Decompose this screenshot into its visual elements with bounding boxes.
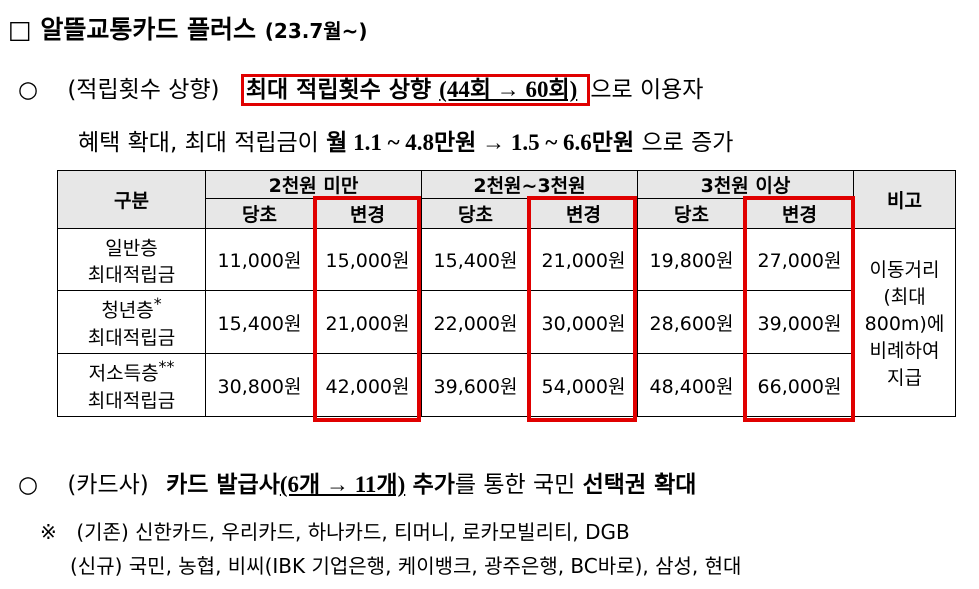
title-main: 알뜰교통카드 플러스: [40, 15, 257, 44]
table-cell: 11,000원: [205, 228, 314, 291]
table-cell: 22,000원: [421, 290, 530, 354]
note-line: 이동거리: [869, 259, 940, 281]
bullet2-lead: (카드사): [67, 472, 149, 498]
note-cell: 이동거리 (최대 800m)에 비례하여 지급: [853, 228, 956, 417]
table-cell: 28,600원: [637, 290, 746, 354]
bullet2-bold1: 카드 발급사: [166, 472, 280, 498]
bullet1-boxed-detail: (44회 → 60회): [439, 77, 578, 102]
row-label-mark: **: [158, 357, 175, 377]
highlight-box-group-3: [743, 196, 855, 422]
bullet2-bold2: 추가: [412, 472, 455, 498]
note-line: (최대: [883, 286, 926, 308]
table-cell: 39,000원: [745, 290, 854, 354]
table-cell: 66,000원: [745, 353, 854, 417]
bullet1-highlight: 최대 적립횟수 상향 (44회 → 60회): [240, 74, 591, 106]
table-cell: 19,800원: [637, 228, 746, 291]
bullet-accumulation: ○ (적립횟수 상향) 최대 적립횟수 상향 (44회 → 60회) 으로 이용…: [18, 70, 704, 106]
table-cell: 21,000원: [529, 228, 638, 291]
header-group-2: 2천원~3천원: [421, 170, 638, 199]
row-label-mark: *: [153, 294, 162, 314]
table-cell: 39,600원: [421, 353, 530, 417]
row-label-line1: 청년층: [101, 299, 154, 322]
highlight-box-group-1: [313, 196, 421, 422]
note-new-text: (신규) 국민, 농협, 비씨(IBK 기업은행, 케이뱅크, 광주은행, BC…: [70, 554, 742, 578]
table-row: 청년층* 최대적립금 15,400원 21,000원 22,000원 30,00…: [57, 290, 956, 354]
note-existing-text: (기존) 신한카드, 우리카드, 하나카드, 티머니, 로카모빌리티, DGB: [76, 520, 630, 544]
row-label-line2: 최대적립금: [87, 389, 176, 412]
note-line: 지급: [887, 367, 922, 389]
header-note: 비고: [853, 170, 956, 229]
bullet1-boxed-text: 최대 적립횟수 상향: [245, 77, 432, 103]
header-after: 변경: [313, 198, 422, 229]
header-before: 당초: [205, 198, 314, 229]
row-label: 일반층 최대적립금: [57, 228, 206, 291]
table-cell: 15,000원: [313, 228, 422, 291]
circle-bullet-icon: ○: [18, 77, 39, 103]
table-cell: 21,000원: [313, 290, 422, 354]
bullet2-bold-detail: (6개 → 11개): [279, 472, 406, 497]
table-cell: 15,400원: [421, 228, 530, 291]
table-cell: 30,000원: [529, 290, 638, 354]
note-new: (신규) 국민, 농협, 비씨(IBK 기업은행, 케이뱅크, 광주은행, BC…: [70, 550, 741, 579]
title-period: (23.7월~): [264, 19, 368, 43]
row-label-line2: 최대적립금: [87, 326, 176, 349]
header-after: 변경: [529, 198, 638, 229]
note-line: 비례하여: [869, 340, 940, 362]
header-group-3: 3천원 이상: [637, 170, 854, 199]
bullet1-after: 으로 이용자: [590, 77, 704, 103]
header-category: 구분: [57, 170, 206, 229]
table-cell: 42,000원: [313, 353, 422, 417]
bullet2-middle: 를 통한 국민: [454, 472, 583, 498]
bullet-card-issuers: ○ (카드사) 카드 발급사(6개 → 11개) 추가를 통한 국민 선택권 확…: [18, 465, 696, 499]
note-existing: ※ (기존) 신한카드, 우리카드, 하나카드, 티머니, 로카모빌리티, DG…: [40, 516, 630, 545]
row-label-line1: 일반층: [105, 237, 158, 260]
row-label-line2: 최대적립금: [87, 264, 176, 287]
table-row: 저소득층** 최대적립금 30,800원 42,000원 39,600원 54,…: [57, 353, 956, 417]
row-label: 저소득층** 최대적립금: [57, 353, 206, 417]
note-line: 800m)에: [864, 313, 945, 335]
header-group-1: 2천원 미만: [205, 170, 422, 199]
table-cell: 54,000원: [529, 353, 638, 417]
bullet1-line2: 혜택 확대, 최대 적립금이 월 1.1 ~ 4.8만원 → 1.5 ~ 6.6…: [78, 123, 733, 157]
highlight-box-group-2: [527, 196, 637, 422]
reference-mark-icon: ※: [40, 520, 57, 544]
bullet2-bold3: 선택권 확대: [582, 472, 697, 498]
section-title: □ 알뜰교통카드 플러스 (23.7월~): [8, 10, 368, 46]
bullet1-line2-suffix: 으로 증가: [641, 130, 734, 156]
table-cell: 30,800원: [205, 353, 314, 417]
table-cell: 15,400원: [205, 290, 314, 354]
bullet1-line2-prefix: 혜택 확대, 최대 적립금이: [78, 130, 327, 156]
row-label-line1: 저소득층: [88, 362, 159, 385]
bullet1-lead: (적립횟수 상향): [67, 77, 220, 103]
header-before: 당초: [637, 198, 746, 229]
header-before: 당초: [421, 198, 530, 229]
header-after: 변경: [745, 198, 854, 229]
bullet1-line2-bold: 월 1.1 ~ 4.8만원 → 1.5 ~ 6.6만원: [326, 130, 635, 155]
table-cell: 48,400원: [637, 353, 746, 417]
circle-bullet-icon: ○: [18, 472, 39, 498]
checkbox-icon: □: [8, 15, 32, 44]
row-label: 청년층* 최대적립금: [57, 290, 206, 354]
